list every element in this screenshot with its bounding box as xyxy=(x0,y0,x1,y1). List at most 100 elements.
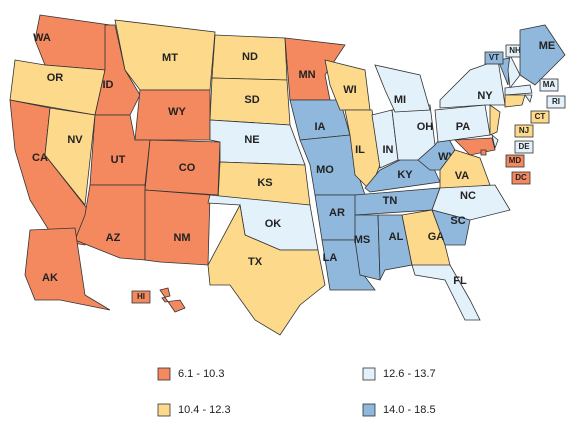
state-label-box xyxy=(484,51,504,65)
state-shape xyxy=(524,94,533,103)
state-label: WY xyxy=(168,106,186,118)
state: OR xyxy=(9,59,106,116)
state: WA xyxy=(33,14,111,71)
state-label: VT xyxy=(489,53,499,62)
state-label: CO xyxy=(179,162,196,174)
state-label: IA xyxy=(315,121,326,133)
state-shape xyxy=(411,264,481,321)
state-label: WA xyxy=(33,32,51,44)
legend-swatch xyxy=(362,367,376,381)
state: LA xyxy=(321,239,376,291)
state-shape xyxy=(144,189,211,266)
state-label: NY xyxy=(477,90,493,102)
state-label: MO xyxy=(316,164,334,176)
state: NV xyxy=(44,107,96,207)
state-label: MD xyxy=(509,156,522,165)
state-label: OR xyxy=(47,72,64,84)
legend-label: 6.1 - 10.3 xyxy=(178,368,224,380)
state-label: NV xyxy=(67,134,83,146)
state: TX xyxy=(207,203,326,336)
state: SD xyxy=(209,77,291,126)
state: MN xyxy=(284,37,346,101)
state: NM xyxy=(144,189,211,266)
state-label-box xyxy=(505,154,525,168)
state-label: MT xyxy=(162,52,178,64)
state-label: FL xyxy=(453,275,467,287)
state-label: SD xyxy=(244,94,259,106)
state-shape xyxy=(504,94,526,108)
state-label-box xyxy=(546,95,566,109)
state-label: ME xyxy=(539,40,556,52)
state-shape xyxy=(489,104,501,136)
state: VA xyxy=(439,149,491,191)
state: RI xyxy=(524,94,566,109)
state-label-box xyxy=(530,110,550,124)
state-label: DC xyxy=(515,173,527,182)
state-shape xyxy=(431,184,511,221)
state-shape xyxy=(207,203,326,336)
legend-swatch xyxy=(157,367,171,381)
state-shape xyxy=(354,214,381,281)
state-label: HI xyxy=(137,292,145,301)
state: DC xyxy=(480,149,531,185)
state-label: SC xyxy=(450,215,465,227)
state-label-box xyxy=(514,140,534,154)
state-label: RI xyxy=(552,97,560,106)
legend-label: 10.4 - 12.3 xyxy=(178,404,231,416)
state: MA xyxy=(504,78,559,96)
state-shape xyxy=(504,84,533,96)
state-label: ND xyxy=(242,51,258,63)
state-label-box xyxy=(514,124,534,138)
state: FL xyxy=(411,264,481,321)
state-label: MI xyxy=(394,94,406,106)
legend-swatch xyxy=(362,403,376,417)
state-label: AK xyxy=(42,272,58,284)
state: PA xyxy=(434,104,491,143)
state: ID xyxy=(94,24,141,116)
state-label: MA xyxy=(543,80,556,89)
state: CT xyxy=(504,94,550,124)
state-shape xyxy=(519,24,566,86)
state: AK xyxy=(24,227,111,311)
state: HI xyxy=(131,287,186,313)
state-label: GA xyxy=(428,231,445,243)
state-shape xyxy=(480,149,487,156)
state-shape xyxy=(74,184,146,261)
state-label: IL xyxy=(355,144,365,156)
state-label: AL xyxy=(389,231,404,243)
state-label: ID xyxy=(103,79,114,91)
state-label: NJ xyxy=(519,126,529,135)
state-shape xyxy=(374,64,431,113)
state: VT xyxy=(484,51,511,86)
state-label: UT xyxy=(111,154,126,166)
state-label: OH xyxy=(417,121,434,133)
state: MI xyxy=(374,64,431,113)
state-label: AZ xyxy=(106,232,121,244)
state: AR xyxy=(314,194,361,241)
state-label: NH xyxy=(509,46,521,55)
state-label: NC xyxy=(460,190,476,202)
state-shape xyxy=(377,214,413,281)
state: KY xyxy=(364,154,441,193)
state: NJ xyxy=(489,104,534,138)
state: NY xyxy=(439,59,506,109)
state-shape xyxy=(507,53,521,90)
state-label: CT xyxy=(535,112,546,121)
state-shape xyxy=(491,133,499,150)
state-label: WI xyxy=(343,84,356,96)
state-label: TX xyxy=(248,256,263,268)
state: DE xyxy=(491,133,534,154)
state-shape xyxy=(439,149,491,191)
state: AL xyxy=(377,214,413,281)
state-label: AR xyxy=(329,207,345,219)
state-label: VA xyxy=(455,170,470,182)
state-shape xyxy=(159,287,186,313)
state-label: MS xyxy=(354,234,371,246)
state-shape xyxy=(94,24,141,116)
state: CO xyxy=(144,139,221,196)
legend-label: 12.6 - 13.7 xyxy=(383,368,436,380)
state: ND xyxy=(211,34,288,81)
state-shape xyxy=(24,227,111,311)
state-shape xyxy=(439,59,506,109)
